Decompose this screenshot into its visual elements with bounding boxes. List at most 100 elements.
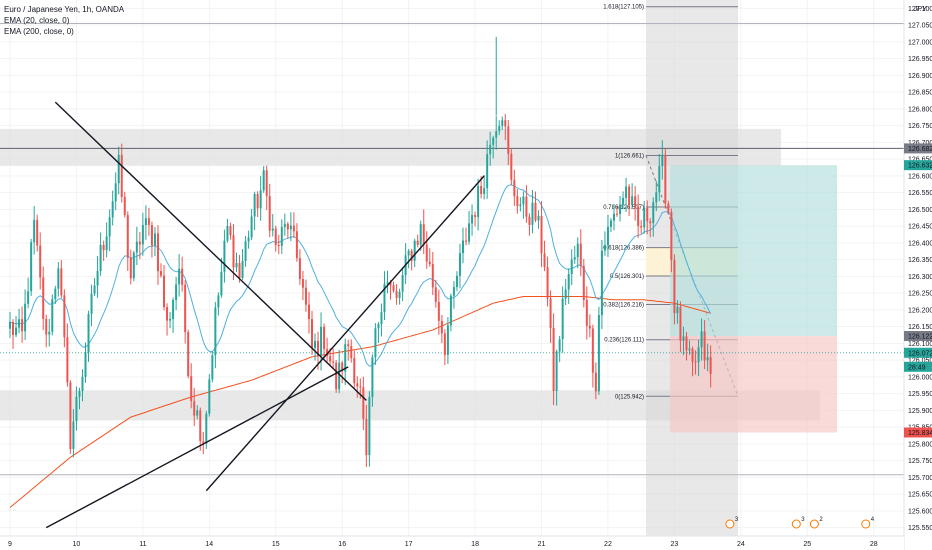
candle-body: [250, 216, 253, 238]
candle-body: [150, 225, 153, 246]
symbol-title[interactable]: Euro / Japanese Yen, 1h, OANDA: [4, 5, 125, 14]
candle-body: [129, 257, 132, 279]
price-tick-label: 126.300: [908, 274, 932, 281]
candle-body: [410, 250, 413, 261]
candle-body: [329, 356, 332, 362]
candle-body: [123, 196, 126, 216]
price-tick-label: 126.900: [908, 73, 932, 80]
candle-body: [30, 242, 33, 292]
candle-body: [428, 261, 431, 265]
price-tick-label: 125.700: [908, 475, 932, 482]
candle-body: [667, 203, 670, 212]
candle-body: [458, 253, 461, 276]
candle-body: [603, 245, 606, 251]
candle-body: [676, 306, 679, 314]
candle-body: [573, 257, 576, 260]
candle-body: [628, 186, 631, 205]
candle-body: [398, 291, 401, 298]
price-tick-label: 126.700: [908, 140, 932, 147]
candle-body: [111, 201, 114, 218]
price-tick-label: 125.600: [908, 508, 932, 515]
candle-body: [96, 270, 99, 286]
candle-body: [326, 349, 329, 357]
candle-body: [235, 263, 238, 268]
candle-body: [120, 154, 123, 197]
candle-body: [640, 226, 643, 228]
time-tick-label: 10: [73, 541, 81, 548]
event-marker-count: 3: [735, 517, 739, 523]
ascending-trendline-2: [205, 175, 485, 492]
candle-body: [594, 372, 597, 392]
horizontal-lines: [0, 22, 904, 476]
candle-body: [199, 410, 202, 442]
candle-body: [625, 186, 628, 198]
candle-body: [371, 357, 374, 398]
candle-body: [513, 179, 516, 197]
ema20-legend[interactable]: EMA (20, close, 0): [4, 16, 70, 25]
candle-body: [90, 293, 93, 315]
ema200-legend[interactable]: EMA (200, close, 0): [4, 27, 74, 36]
price-tick-label: 126.100: [908, 341, 932, 348]
candle-body: [486, 154, 489, 189]
candle-body: [531, 202, 534, 225]
candle-body: [211, 355, 214, 380]
candle-body: [425, 244, 428, 262]
price-tick-label: 126.250: [908, 291, 932, 298]
candle-body: [283, 223, 286, 227]
price-tag-countdown-text: 28:49: [908, 364, 926, 371]
candle-body: [108, 217, 111, 237]
price-tags: 126.682 126.632 126.122 126.072 28:49 125.834: [904, 143, 932, 438]
price-tick-label: 126.650: [908, 157, 932, 164]
candle-body: [552, 327, 555, 392]
fib-level-label: 1.618(127.105): [603, 5, 644, 11]
candle-body: [483, 188, 486, 194]
price-axis: 127.100 127.050 127.000 126.950 126.900 126.8…: [903, 0, 932, 550]
event-marker-count: 4: [871, 517, 875, 523]
candle-body: [57, 268, 60, 289]
candle-body: [166, 307, 169, 321]
candle-body: [540, 216, 543, 254]
candle-body: [549, 298, 552, 328]
candle-body: [634, 196, 637, 207]
candle-body: [443, 333, 446, 355]
candle-body: [609, 220, 612, 227]
candle-body: [437, 301, 440, 321]
candle-body: [422, 224, 425, 245]
candle-body: [477, 185, 480, 218]
price-tick-label: 127.100: [908, 6, 932, 13]
candle-body: [356, 383, 359, 387]
candle-body: [416, 240, 419, 245]
candle-body: [60, 268, 63, 296]
candle-body: [323, 326, 326, 350]
candle-body: [172, 300, 175, 319]
event-markers: 3 3 2 4: [725, 517, 875, 529]
candle-body: [12, 321, 15, 336]
candle-body: [522, 196, 525, 205]
candle-body: [383, 283, 386, 313]
time-tick-label: 11: [139, 541, 146, 548]
candle-body: [314, 340, 317, 348]
candle-body: [169, 318, 172, 321]
time-tick-label: 17: [405, 541, 413, 548]
ascending-trendline-1: [45, 366, 349, 529]
candle-body: [229, 226, 232, 236]
candle-body: [489, 144, 492, 155]
candle-body: [643, 207, 646, 228]
time-axis: 9 10 11 14 15 16 17 18 21 22 23 24 25 28: [0, 535, 904, 550]
candle-body: [205, 413, 208, 444]
candle-body: [606, 226, 609, 246]
candle-body: [184, 284, 187, 333]
price-tag-current: [904, 347, 932, 358]
candle-body: [380, 312, 383, 325]
fib-level-label: 0.786(126.507): [603, 205, 644, 211]
fib-level-label: 0.382(126.216): [603, 303, 644, 309]
candle-body: [465, 240, 468, 242]
candle-body: [691, 348, 694, 362]
candle-body: [117, 154, 120, 184]
candle-body: [613, 213, 615, 221]
price-tag-entry: [904, 331, 932, 342]
candle-body: [232, 235, 235, 268]
candle-body: [307, 304, 310, 320]
